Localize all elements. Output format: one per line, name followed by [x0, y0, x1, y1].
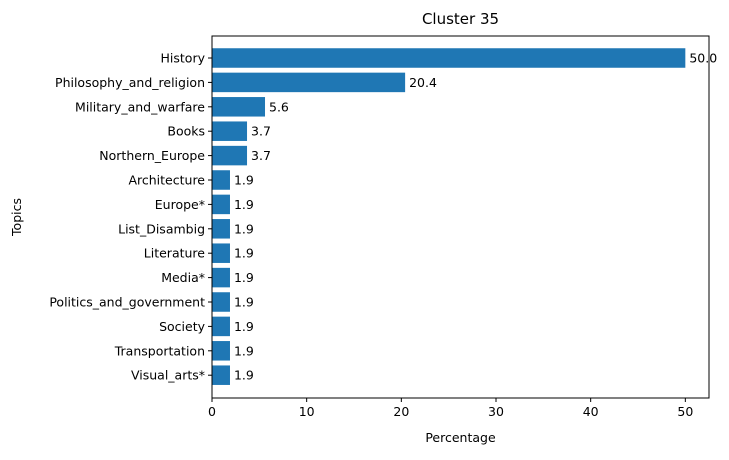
bar [212, 97, 266, 117]
bar-value-label: 5.6 [269, 99, 289, 114]
plot-frame [211, 35, 710, 399]
x-axis-title: Percentage [425, 430, 496, 445]
bar [212, 170, 230, 190]
y-tick-label: Visual_arts* [131, 368, 205, 383]
x-tick-label: 10 [299, 404, 315, 419]
bar-value-label: 1.9 [234, 368, 254, 383]
y-tick-label: Transportation [114, 343, 205, 358]
bar [212, 316, 230, 337]
y-axis: History Philosophy_and_religion Military_a… [49, 51, 212, 383]
bar [212, 48, 686, 68]
bar-value-label: 1.9 [234, 270, 254, 285]
bar [212, 219, 230, 239]
y-tick-label: Philosophy_and_religion [55, 75, 205, 90]
y-tick-label: Europe* [155, 197, 205, 212]
y-axis-title: Topics [9, 198, 24, 237]
bar [212, 145, 248, 166]
y-tick-label: Military_and_warfare [75, 99, 205, 114]
bar-value-label: 1.9 [234, 295, 254, 310]
y-tick-label: Media* [161, 270, 205, 285]
chart-title: Cluster 35 [422, 10, 499, 28]
x-tick-label: 30 [488, 404, 504, 419]
bar-value-label: 3.7 [251, 148, 271, 163]
bar-value-label: 1.9 [234, 319, 254, 334]
y-tick-label: History [161, 51, 206, 66]
bars-group [212, 48, 686, 385]
y-tick-label: Literature [144, 246, 206, 261]
bar-value-label: 3.7 [251, 124, 271, 139]
bar-value-label: 1.9 [234, 343, 254, 358]
bar-value-label: 1.9 [234, 246, 254, 261]
x-axis: 0 10 20 30 40 50 [208, 398, 693, 419]
bar [212, 267, 230, 288]
bar [212, 72, 406, 93]
bar [212, 341, 230, 361]
bar [212, 194, 230, 215]
bar [212, 365, 230, 385]
bar-value-label: 50.0 [689, 51, 717, 66]
bar [212, 292, 230, 312]
y-tick-label: Architecture [128, 173, 205, 188]
bar-value-label: 20.4 [409, 75, 437, 90]
x-tick-label: 20 [393, 404, 409, 419]
bar-value-label: 1.9 [234, 173, 254, 188]
bar [212, 243, 230, 263]
bar-value-labels: 50.0 20.4 5.6 3.7 3.7 1.9 1.9 1.9 1.9 1.9 1.9 1.9 1.… [234, 51, 717, 383]
bar-value-label: 1.9 [234, 197, 254, 212]
y-tick-label: Northern_Europe [99, 148, 205, 163]
x-tick-label: 50 [677, 404, 693, 419]
x-tick-label: 0 [208, 404, 216, 419]
bar-value-label: 1.9 [234, 221, 254, 236]
x-tick-label: 40 [583, 404, 599, 419]
y-tick-label: Books [167, 124, 205, 139]
y-tick-label: Society [159, 319, 206, 334]
y-tick-label: List_Disambig [118, 221, 205, 236]
bar [212, 121, 248, 141]
y-tick-label: Politics_and_government [49, 295, 205, 310]
